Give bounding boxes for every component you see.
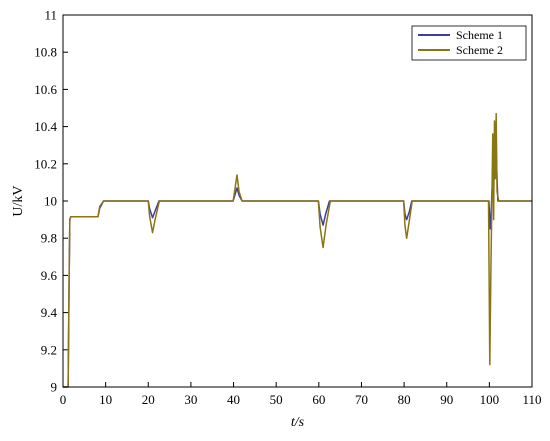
y-tick-label: 10 xyxy=(44,194,57,209)
x-tick-label: 100 xyxy=(480,392,500,407)
y-tick-label: 10.8 xyxy=(34,45,57,60)
x-tick-label: 110 xyxy=(522,392,541,407)
legend-box xyxy=(411,25,527,61)
x-tick-label: 0 xyxy=(60,392,67,407)
x-tick-label: 80 xyxy=(398,392,411,407)
x-axis-ticks: 0 10 20 30 40 50 60 70 80 90 100 110 xyxy=(60,382,542,407)
series-layer xyxy=(63,112,532,388)
y-axis-ticks: 9 9.2 9.4 9.6 9.8 10 10.2 10.4 10.6 10.8 11 xyxy=(34,8,68,395)
y-tick-label: 10.4 xyxy=(34,119,57,134)
x-tick-label: 90 xyxy=(440,392,453,407)
x-axis-label: t/s xyxy=(291,415,305,430)
x-tick-label: 60 xyxy=(312,392,325,407)
y-tick-label: 11 xyxy=(44,8,57,23)
y-tick-label: 9.4 xyxy=(41,305,58,320)
x-tick-label: 40 xyxy=(227,392,240,407)
y-tick-label: 9 xyxy=(51,380,58,395)
x-tick-label: 10 xyxy=(99,392,112,407)
series-line-scheme-1 xyxy=(63,135,532,388)
x-tick-label: 30 xyxy=(184,392,197,407)
legend: Scheme 1 Scheme 2 xyxy=(411,25,527,61)
legend-label-scheme-1: Scheme 1 xyxy=(456,28,503,42)
y-tick-label: 10.2 xyxy=(34,156,57,171)
series-line-scheme-2 xyxy=(63,112,532,388)
y-axis-label: U/kV xyxy=(11,185,26,216)
y-tick-label: 9.6 xyxy=(41,268,58,283)
legend-label-scheme-2: Scheme 2 xyxy=(456,43,503,57)
x-tick-label: 20 xyxy=(142,392,155,407)
plot-frame xyxy=(62,14,533,388)
x-tick-label: 70 xyxy=(355,392,368,407)
y-tick-label: 9.2 xyxy=(41,342,57,357)
y-tick-label: 9.8 xyxy=(41,231,57,246)
y-tick-label: 10.6 xyxy=(34,82,57,97)
x-tick-label: 50 xyxy=(270,392,283,407)
